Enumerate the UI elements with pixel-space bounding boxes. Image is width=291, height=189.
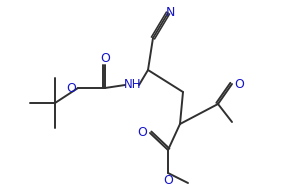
Text: N: N xyxy=(165,6,175,19)
Text: NH: NH xyxy=(124,78,142,91)
Text: O: O xyxy=(137,126,147,139)
Text: O: O xyxy=(234,77,244,91)
Text: O: O xyxy=(163,174,173,187)
Text: O: O xyxy=(66,81,76,94)
Text: O: O xyxy=(100,51,110,64)
